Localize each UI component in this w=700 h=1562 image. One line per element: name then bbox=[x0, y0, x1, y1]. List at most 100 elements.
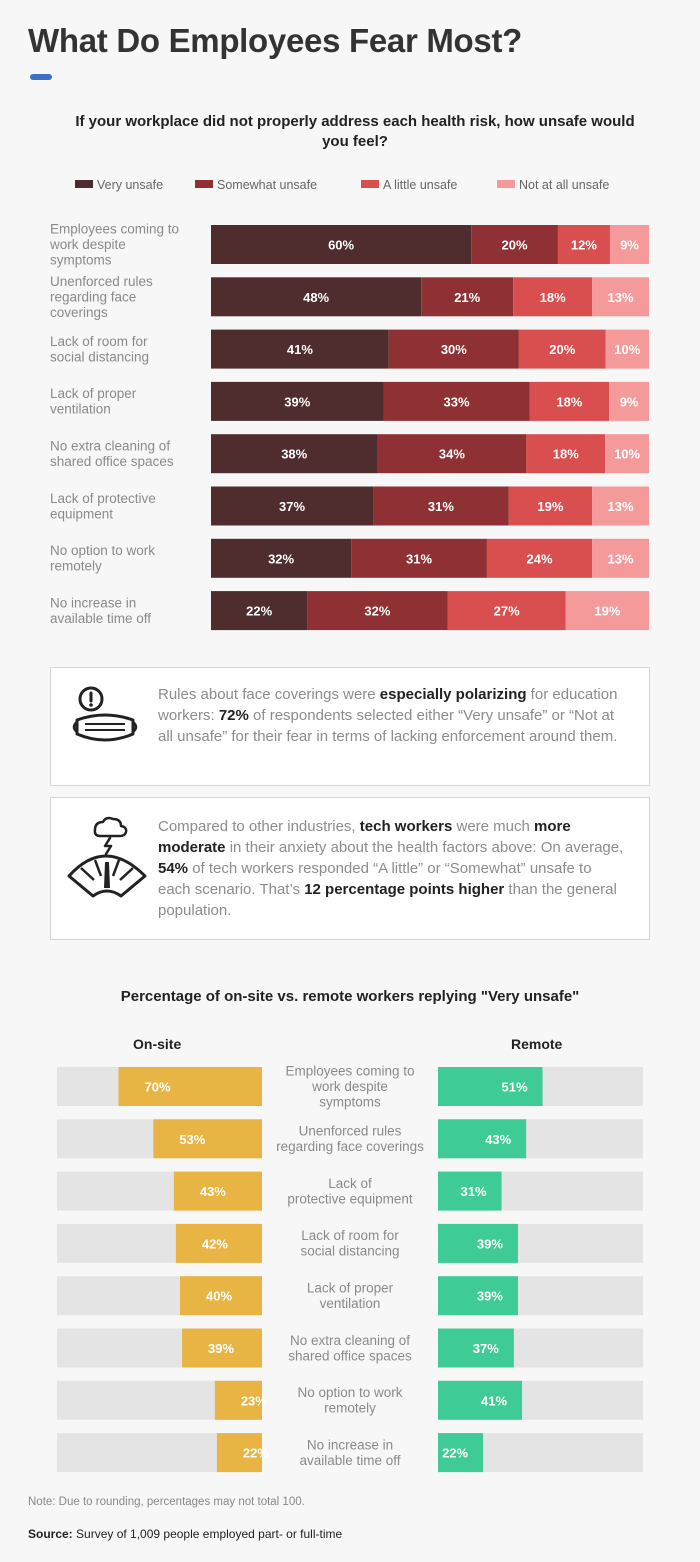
bar-value-label: 32% bbox=[268, 551, 294, 566]
rounding-note: Note: Due to rounding, percentages may n… bbox=[28, 1496, 305, 1508]
bar-segment bbox=[421, 277, 514, 317]
category-label-line: Lack of bbox=[328, 1176, 372, 1191]
category-label-line: No extra cleaning of bbox=[290, 1333, 410, 1348]
category-label-line: Lack of room for bbox=[301, 1228, 399, 1243]
text-run: of respondents selected either “Very uns… bbox=[158, 707, 618, 745]
bar-value-label: 24% bbox=[526, 551, 552, 566]
legend-item-a-little-unsafe: A little unsafe bbox=[361, 178, 457, 192]
stacked-chart-legend: Very unsafe Somewhat unsafe A little uns… bbox=[75, 178, 675, 194]
category-label-line: Employees coming to bbox=[285, 1064, 414, 1079]
bar-value-label: 32% bbox=[364, 604, 390, 619]
source-label: Source: bbox=[28, 1527, 73, 1541]
remote-bar bbox=[438, 1067, 543, 1106]
source-line: Source: Survey of 1,009 people employed … bbox=[28, 1527, 342, 1541]
bar-segment bbox=[211, 329, 389, 369]
bar-value-label: 19% bbox=[537, 499, 563, 514]
mask-warning-icon bbox=[72, 686, 138, 742]
category-label-line: Lack of protective bbox=[50, 491, 156, 506]
text-run: than the general population. bbox=[158, 881, 617, 919]
remote-value-label: 39% bbox=[477, 1289, 503, 1304]
category-label: No option to work remotely bbox=[50, 543, 155, 574]
page-title: What Do Employees Fear Most? bbox=[28, 22, 523, 59]
bar-segment bbox=[211, 486, 374, 526]
category-label: Lack of room for social distancing bbox=[50, 334, 149, 365]
text-run: Compared to other industries, bbox=[158, 818, 360, 835]
storm-gauge-icon bbox=[67, 816, 147, 898]
bar-value-label: 27% bbox=[494, 604, 520, 619]
category-label-line: No extra cleaning of bbox=[50, 438, 170, 453]
text-run: were much bbox=[452, 818, 535, 835]
category-label: No extra cleaning of shared office spaces bbox=[288, 1333, 412, 1364]
onsite-bar bbox=[182, 1328, 262, 1368]
remote-value-label: 43% bbox=[485, 1132, 511, 1147]
category-label: Lack of protective equipment bbox=[50, 491, 156, 522]
legend-item-somewhat-unsafe: Somewhat unsafe bbox=[195, 178, 317, 192]
legend-item-very-unsafe: Very unsafe bbox=[75, 178, 163, 192]
category-label-line: No increase in bbox=[50, 595, 136, 610]
onsite-bar bbox=[118, 1067, 262, 1106]
legend-label: Somewhat unsafe bbox=[217, 178, 318, 192]
category-label-line: No option to work bbox=[297, 1385, 402, 1400]
bar-value-label: 41% bbox=[287, 342, 313, 357]
bar-value-label: 20% bbox=[549, 342, 575, 357]
onsite-bar bbox=[153, 1119, 262, 1159]
onsite-value-label: 23% bbox=[241, 1393, 267, 1408]
remote-bar bbox=[438, 1223, 518, 1263]
bar-value-label: 12% bbox=[571, 238, 597, 253]
bar-value-label: 31% bbox=[428, 499, 454, 514]
bar-segment bbox=[592, 486, 649, 526]
remote-bar bbox=[438, 1380, 523, 1420]
bar-segment bbox=[508, 486, 593, 526]
category-label-line: remotely bbox=[50, 559, 102, 574]
onsite-value-label: 22% bbox=[243, 1446, 269, 1461]
category-label-line: Lack of room for bbox=[50, 334, 148, 349]
text-emphasis: 54% bbox=[158, 860, 189, 877]
category-label-line: No option to work bbox=[50, 543, 155, 558]
bar-value-label: 10% bbox=[614, 447, 640, 462]
bar-segment bbox=[605, 434, 649, 474]
onsite-column-header: On-site bbox=[133, 1036, 182, 1052]
remote-value-label: 51% bbox=[502, 1080, 528, 1095]
title-accent-bar bbox=[30, 74, 52, 80]
category-label-line: work despite bbox=[311, 1079, 388, 1094]
callout-text: Compared to other industries, tech worke… bbox=[158, 816, 628, 921]
remote-column-header: Remote bbox=[511, 1036, 563, 1052]
category-label-line: Unenforced rules bbox=[299, 1124, 402, 1139]
bar-value-label: 31% bbox=[406, 551, 432, 566]
legend-swatch bbox=[75, 180, 93, 188]
category-label: Unenforced rules regarding face coverings bbox=[50, 274, 153, 320]
category-label: Lack of proper ventilation bbox=[50, 386, 137, 417]
category-label-line: social distancing bbox=[300, 1244, 399, 1259]
remote-value-label: 39% bbox=[477, 1236, 503, 1251]
bar-value-label: 34% bbox=[439, 447, 465, 462]
onsite-value-label: 40% bbox=[206, 1289, 232, 1304]
category-label: No increase in available time off bbox=[299, 1437, 400, 1468]
bar-value-label: 20% bbox=[502, 238, 528, 253]
bar-value-label: 22% bbox=[246, 604, 272, 619]
category-label-line: Lack of proper bbox=[307, 1280, 394, 1295]
text-run: of tech workers responded “A little” or … bbox=[158, 860, 592, 898]
legend-label: A little unsafe bbox=[383, 178, 458, 192]
category-label-line: protective equipment bbox=[287, 1191, 413, 1206]
bar-value-label: 19% bbox=[594, 604, 620, 619]
bar-segment bbox=[388, 329, 519, 369]
onsite-value-label: 43% bbox=[200, 1184, 226, 1199]
bar-segment bbox=[307, 591, 448, 631]
category-label-line: ventilation bbox=[320, 1296, 381, 1311]
category-label-line: shared office spaces bbox=[288, 1348, 412, 1363]
bar-segment bbox=[526, 434, 606, 474]
text-run: Rules about face coverings were bbox=[158, 686, 380, 703]
bar-segment bbox=[609, 381, 649, 421]
bar-segment bbox=[592, 538, 649, 578]
legend-item-not-at-all-unsafe: Not at all unsafe bbox=[497, 178, 609, 192]
bar-segment bbox=[529, 381, 610, 421]
bar-value-label: 18% bbox=[540, 290, 566, 305]
bar-segment bbox=[605, 329, 649, 369]
category-label: No increase in available time off bbox=[50, 595, 151, 626]
category-label: Unenforced rules regarding face coverings bbox=[276, 1124, 424, 1155]
legend-swatch bbox=[361, 180, 379, 188]
remote-value-label: 22% bbox=[442, 1446, 468, 1461]
text-emphasis: 72% bbox=[218, 707, 249, 724]
onsite-bar bbox=[173, 1171, 262, 1211]
onsite-value-label: 42% bbox=[202, 1236, 228, 1251]
